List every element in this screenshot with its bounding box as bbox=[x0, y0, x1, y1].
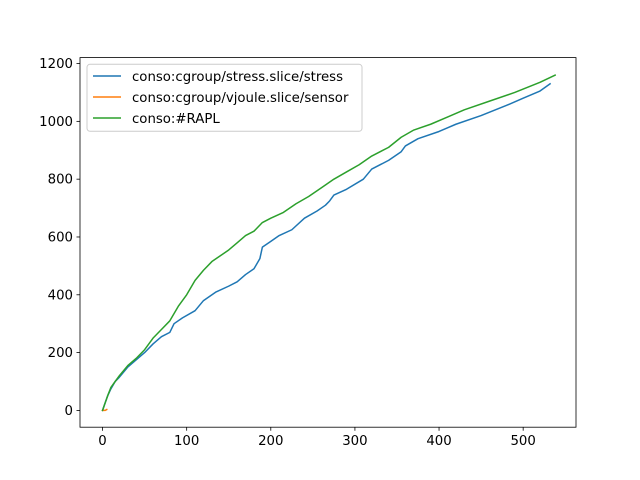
legend: conso:cgroup/stress.slice/stress conso:cg… bbox=[86, 63, 363, 132]
x-tick-label: 500 bbox=[510, 434, 535, 449]
legend-label-3: conso:#RAPL bbox=[132, 112, 220, 127]
x-axis-ticks: 0 100 200 300 400 500 bbox=[98, 427, 536, 449]
x-tick-label: 0 bbox=[98, 434, 106, 449]
legend-label-1: conso:cgroup/stress.slice/stress bbox=[132, 70, 343, 85]
x-tick-label: 200 bbox=[258, 434, 283, 449]
series-line-1 bbox=[101, 82, 552, 412]
x-tick-label: 400 bbox=[426, 434, 451, 449]
y-axis-ticks: 0 200 400 600 800 1000 1200 bbox=[39, 57, 80, 419]
y-tick-label: 600 bbox=[48, 230, 73, 245]
y-tick-label: 800 bbox=[48, 173, 73, 188]
y-tick-label: 1000 bbox=[39, 115, 73, 130]
legend-box bbox=[86, 63, 363, 132]
series-line-2 bbox=[101, 408, 108, 412]
x-tick-label: 100 bbox=[174, 434, 199, 449]
y-tick-label: 1200 bbox=[39, 57, 73, 72]
axes-frame bbox=[79, 57, 577, 428]
y-tick-label: 0 bbox=[65, 404, 73, 419]
y-tick-label: 200 bbox=[48, 346, 73, 361]
plot-area bbox=[101, 74, 557, 412]
x-tick-label: 300 bbox=[342, 434, 367, 449]
y-tick-label: 400 bbox=[48, 288, 73, 303]
series-line-3 bbox=[101, 74, 557, 412]
legend-label-2: conso:cgroup/vjoule.slice/sensor bbox=[132, 91, 349, 106]
